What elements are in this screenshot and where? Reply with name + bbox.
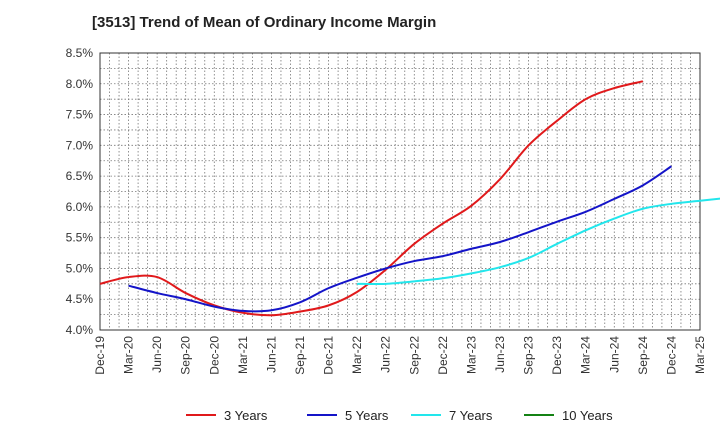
y-axis-ticks: 4.0% 4.5% 5.0% 5.5% 6.0% 6.5% 7.0% 7.5% 8.0% 8.5% bbox=[66, 46, 94, 337]
x-tick-label: Jun-21 bbox=[264, 336, 278, 373]
x-tick-label: Mar-20 bbox=[122, 336, 136, 374]
chart-title: [3513] Trend of Mean of Ordinary Income … bbox=[92, 14, 437, 31]
y-tick-label: 6.0% bbox=[66, 200, 94, 214]
y-tick-label: 4.0% bbox=[66, 323, 94, 337]
x-tick-label: Dec-20 bbox=[207, 336, 221, 375]
y-tick-label: 8.5% bbox=[66, 46, 94, 60]
y-tick-label: 5.5% bbox=[66, 231, 94, 245]
grid-lines bbox=[100, 53, 700, 330]
x-tick-label: Mar-22 bbox=[350, 336, 364, 374]
legend-label-5-years: 5 Years bbox=[345, 408, 389, 423]
x-tick-label: Jun-20 bbox=[150, 336, 164, 373]
legend-label-7-years: 7 Years bbox=[449, 408, 493, 423]
plot-background bbox=[100, 53, 700, 330]
x-tick-label: Mar-21 bbox=[236, 336, 250, 374]
plot-frame bbox=[99, 52, 701, 331]
x-tick-label: Mar-25 bbox=[693, 336, 707, 374]
y-tick-label: 5.0% bbox=[66, 261, 94, 275]
series-lines bbox=[99, 80, 720, 317]
series-line-7-years bbox=[357, 197, 720, 286]
x-tick-label: Dec-24 bbox=[664, 336, 678, 375]
y-tick-label: 7.5% bbox=[66, 108, 94, 122]
y-tick-label: 8.0% bbox=[66, 77, 94, 91]
x-tick-label: Jun-22 bbox=[379, 336, 393, 373]
y-tick-label: 6.5% bbox=[66, 169, 94, 183]
x-tick-label: Sep-20 bbox=[179, 336, 193, 375]
x-tick-label: Dec-19 bbox=[93, 336, 107, 375]
y-tick-label: 4.5% bbox=[66, 292, 94, 306]
series-line-3-years bbox=[99, 80, 644, 317]
legend-label-10-years: 10 Years bbox=[562, 408, 613, 423]
x-tick-label: Jun-23 bbox=[493, 336, 507, 373]
x-tick-label: Mar-24 bbox=[579, 336, 593, 374]
x-tick-label: Jun-24 bbox=[607, 336, 621, 373]
legend-label-3-years: 3 Years bbox=[224, 408, 268, 423]
x-tick-label: Dec-21 bbox=[322, 336, 336, 375]
x-axis-ticks: Dec-19 Mar-20 Jun-20 Sep-20 Dec-20 Mar-21 Jun-… bbox=[93, 336, 707, 375]
x-tick-label: Sep-24 bbox=[636, 336, 650, 375]
y-tick-label: 7.0% bbox=[66, 138, 94, 152]
series-line-5-years bbox=[128, 165, 672, 313]
legend: 3 Years 5 Years 7 Years 10 Years bbox=[186, 408, 613, 423]
x-tick-label: Sep-22 bbox=[407, 336, 421, 375]
x-tick-label: Sep-21 bbox=[293, 336, 307, 375]
x-tick-label: Sep-23 bbox=[522, 336, 536, 375]
x-tick-label: Dec-22 bbox=[436, 336, 450, 375]
x-tick-label: Mar-23 bbox=[464, 336, 478, 374]
x-tick-label: Dec-23 bbox=[550, 336, 564, 375]
